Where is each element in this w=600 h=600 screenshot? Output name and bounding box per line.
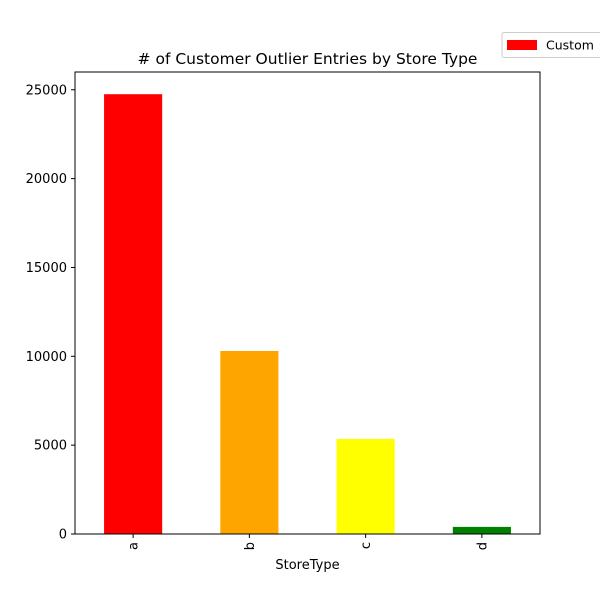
y-tick-label-10000: 10000	[26, 350, 67, 365]
x-tick-label-a: a	[127, 542, 142, 550]
x-tick-label-b: b	[243, 542, 258, 550]
x-axis-title: StoreType	[275, 558, 339, 573]
legend-box	[501, 32, 600, 58]
legend: Custom	[501, 32, 600, 58]
x-tick-label-c: c	[359, 542, 374, 549]
chart-title: # of Customer Outlier Entries by Store T…	[138, 50, 478, 68]
y-tick-label-5000: 5000	[34, 439, 67, 454]
bar-d	[452, 526, 511, 534]
bar-b	[220, 350, 279, 534]
y-tick-label-0: 0	[59, 528, 67, 543]
plot-frame	[74, 71, 541, 535]
y-axis: 0 5000 10000 15000 20000 25000	[26, 83, 75, 543]
x-axis: a b c d	[127, 534, 490, 550]
bar-a	[104, 94, 163, 534]
bars-layer	[104, 94, 511, 534]
y-tick-label-20000: 20000	[26, 172, 67, 187]
legend-label: Custom	[546, 38, 594, 53]
legend-swatch	[507, 40, 537, 50]
y-tick-label-25000: 25000	[26, 83, 67, 98]
x-tick-label-d: d	[475, 542, 490, 550]
bar-c	[336, 438, 395, 534]
y-tick-label-15000: 15000	[26, 261, 67, 276]
